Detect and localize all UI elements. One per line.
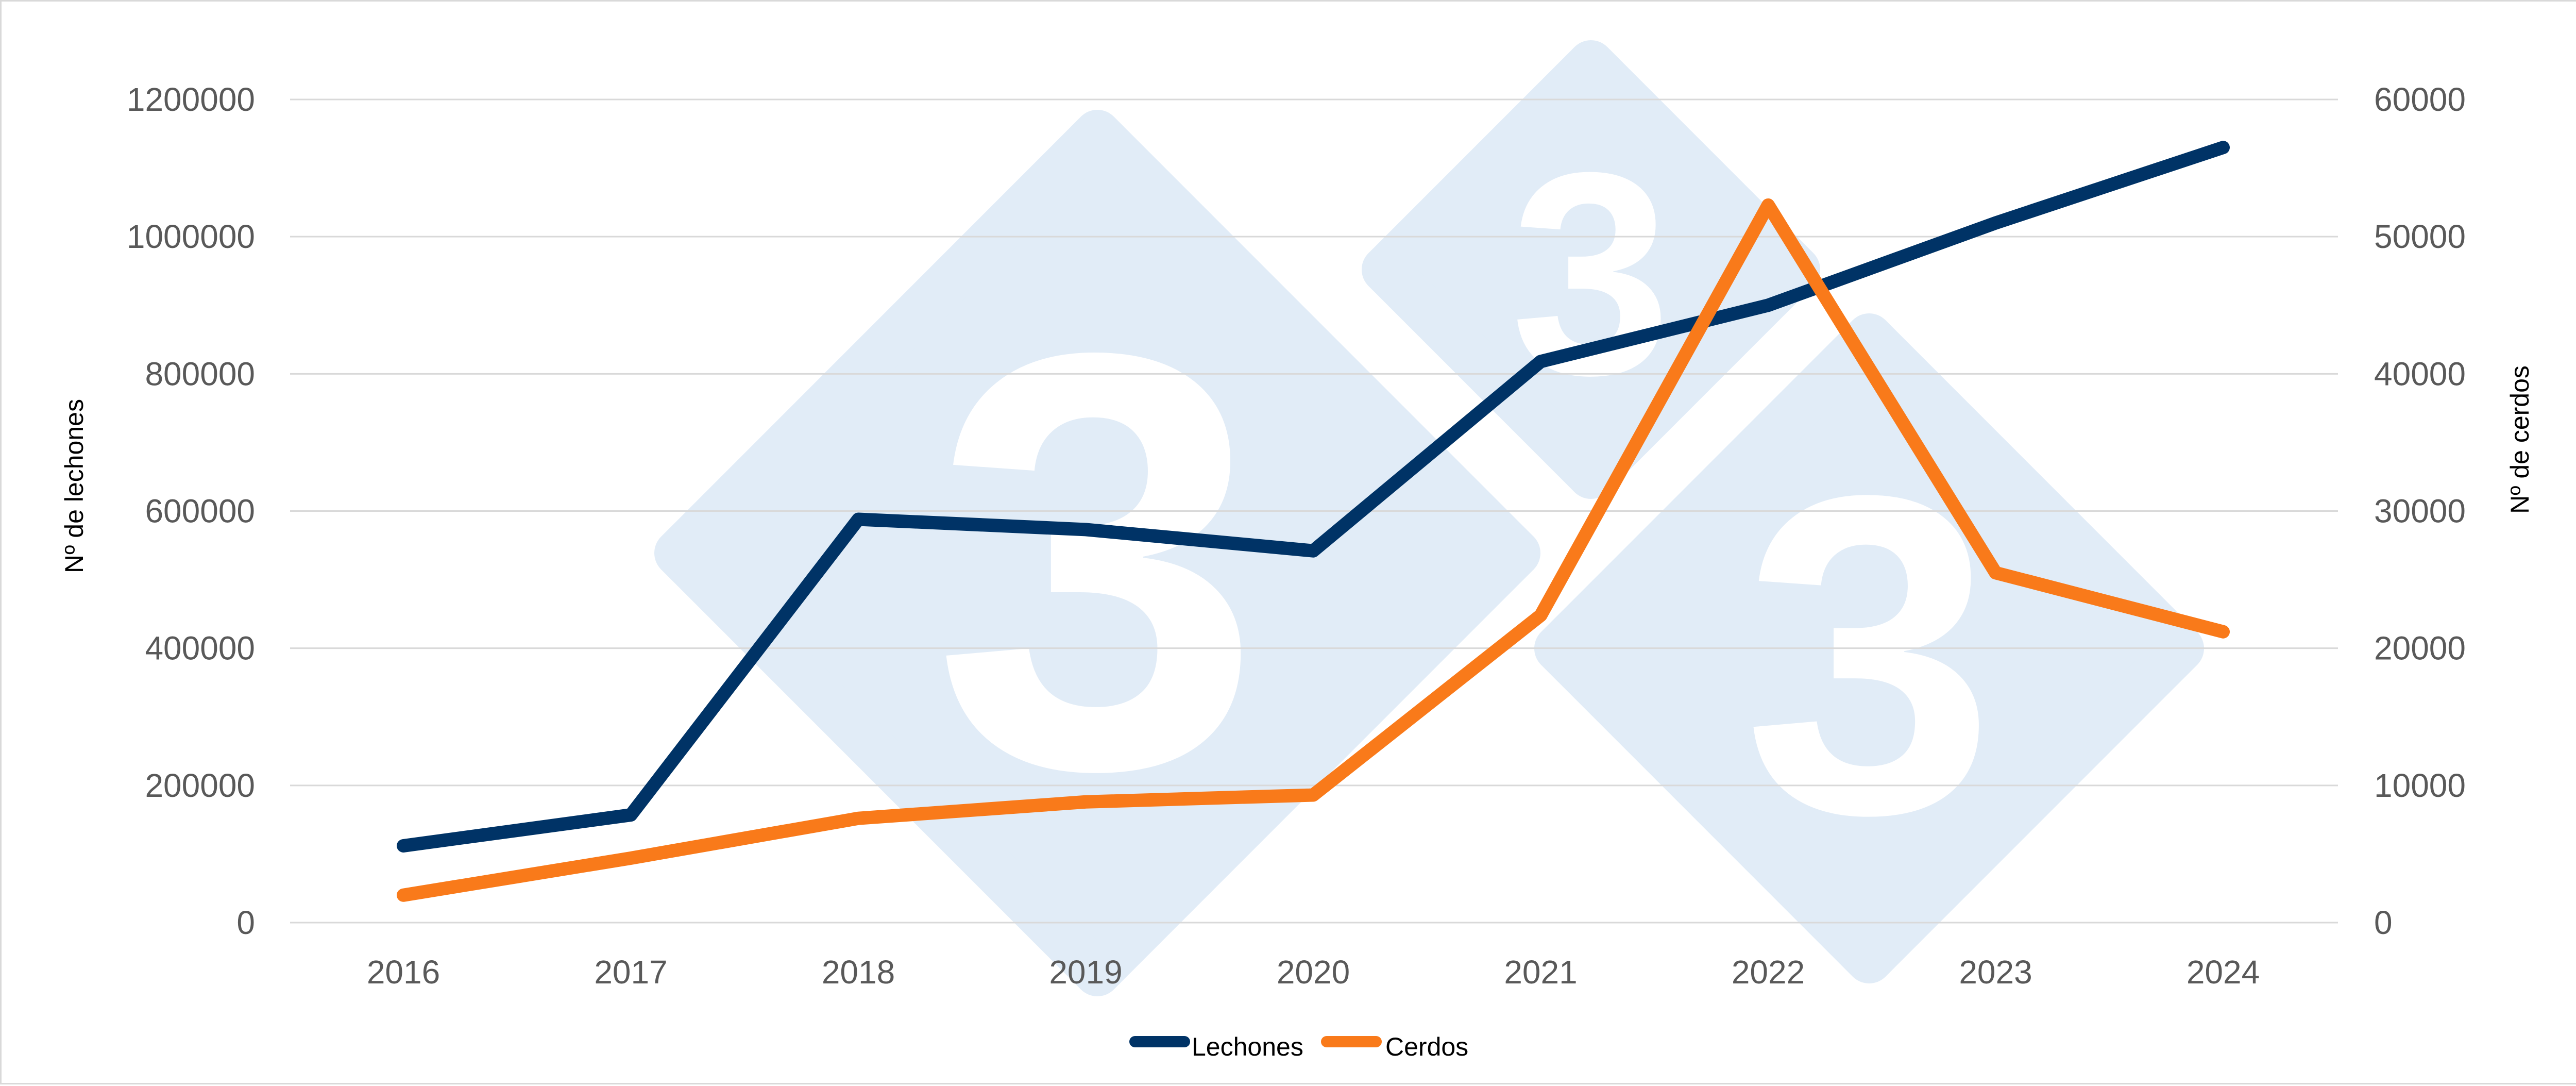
y2-tick-label: 50000 (2374, 218, 2466, 255)
y2-tick-label: 60000 (2374, 81, 2466, 118)
y-axis-ticks: 0 200000 400000 600000 800000 1000000 1200000 (127, 81, 255, 941)
legend-label-cerdos: Cerdos (1385, 1032, 1468, 1061)
y2-tick-label: 0 (2374, 904, 2393, 941)
y2-tick-label: 10000 (2374, 767, 2466, 804)
watermark-glyph: 3 (1743, 402, 1995, 908)
y-tick-label: 800000 (145, 355, 255, 392)
x-tick-label: 2024 (2187, 954, 2260, 991)
y2-tick-label: 30000 (2374, 493, 2466, 530)
legend-label-lechones: Lechones (1192, 1032, 1303, 1061)
y-axis-title: Nº de lechones (60, 399, 89, 573)
y-tick-label: 200000 (145, 767, 255, 804)
watermark-diamond (654, 110, 1540, 996)
series-lines (397, 141, 2230, 902)
x-tick-label: 2022 (1732, 954, 1805, 991)
y2-axis-ticks: 0 10000 20000 30000 40000 50000 60000 (2374, 81, 2466, 941)
x-tick-label: 2016 (367, 954, 440, 991)
y-tick-label: 1200000 (127, 81, 255, 118)
series-line-cerdos (397, 198, 2230, 902)
x-tick-label: 2020 (1277, 954, 1350, 991)
x-tick-label: 2023 (1959, 954, 2032, 991)
x-tick-label: 2018 (822, 954, 895, 991)
gridlines (290, 98, 2338, 924)
watermark-diamond (1362, 40, 1820, 499)
y2-tick-label: 20000 (2374, 630, 2466, 667)
x-axis-ticks: 2016 2017 2018 2019 2020 2021 2022 2023 2024 (367, 954, 2260, 991)
y-tick-label: 600000 (145, 493, 255, 530)
watermark-logo: 3 33 (654, 40, 2204, 996)
y2-axis-title: Nº de cerdos (2505, 365, 2534, 514)
y-tick-label: 0 (236, 904, 255, 941)
x-tick-label: 2017 (594, 954, 667, 991)
legend: Lechones Cerdos (1129, 1032, 1468, 1061)
x-tick-label: 2019 (1049, 954, 1122, 991)
y-tick-label: 400000 (145, 630, 255, 667)
watermark-glyph: 3 (933, 230, 1262, 892)
x-tick-label: 2021 (1504, 954, 1577, 991)
series-line-lechones (397, 141, 2230, 853)
watermark-glyph: 3 (1511, 112, 1671, 435)
y2-tick-label: 40000 (2374, 355, 2466, 392)
y-tick-label: 1000000 (127, 218, 255, 255)
